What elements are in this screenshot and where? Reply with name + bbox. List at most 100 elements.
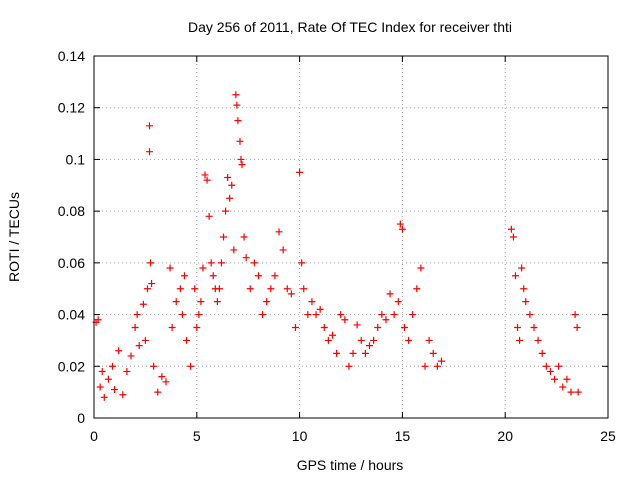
data-point: [516, 336, 524, 344]
data-point: [518, 264, 526, 272]
data-point: [94, 316, 102, 324]
data-point: [571, 311, 579, 319]
data-point: [213, 298, 221, 306]
data-point: [398, 225, 406, 233]
y-tick-label: 0.06: [58, 255, 85, 271]
data-point: [250, 259, 258, 267]
data-point: [197, 298, 205, 306]
data-point: [353, 321, 361, 329]
data-point: [405, 336, 413, 344]
data-point: [357, 336, 365, 344]
data-point: [400, 324, 408, 331]
data-point: [237, 155, 245, 163]
data-point: [119, 391, 127, 399]
data-point: [429, 349, 437, 357]
data-point: [148, 280, 156, 288]
data-point: [100, 393, 108, 401]
data-point: [546, 367, 554, 375]
data-point: [345, 362, 353, 370]
data-point: [308, 298, 316, 306]
data-point: [209, 272, 217, 280]
data-point: [104, 375, 112, 383]
data-point: [298, 259, 306, 267]
y-tick-label: 0.1: [66, 151, 86, 167]
data-point: [135, 342, 143, 350]
data-point: [320, 324, 328, 331]
data-point: [178, 311, 186, 319]
plot-frame: [93, 55, 609, 419]
data-point: [283, 285, 291, 293]
data-point: [328, 331, 336, 339]
data-points: [92, 91, 582, 401]
data-point: [111, 386, 119, 394]
y-tick-label: 0.14: [58, 48, 85, 64]
data-point: [205, 212, 213, 220]
data-point: [425, 336, 433, 344]
data-point: [520, 285, 528, 293]
data-point: [361, 349, 369, 357]
data-point: [127, 352, 135, 360]
data-point: [254, 272, 262, 280]
data-point: [542, 362, 550, 370]
data-point: [413, 285, 421, 293]
data-point: [150, 362, 158, 370]
data-point: [366, 342, 374, 350]
data-point: [507, 225, 515, 233]
data-point: [143, 285, 151, 293]
data-point: [133, 311, 141, 319]
data-point: [300, 285, 308, 293]
data-point: [417, 264, 425, 272]
data-point: [195, 311, 203, 319]
data-point: [263, 298, 271, 306]
data-point: [236, 137, 244, 145]
data-point: [396, 220, 404, 228]
data-point: [296, 168, 304, 176]
data-point: [141, 336, 149, 344]
data-point: [279, 246, 287, 254]
y-tick-label: 0.04: [58, 307, 85, 323]
data-point: [115, 347, 123, 355]
data-point: [172, 298, 180, 306]
data-point: [154, 388, 162, 396]
x-tick-label: 20: [497, 428, 513, 444]
data-point: [242, 254, 250, 262]
data-point: [234, 117, 242, 125]
y-tick-label: 0.02: [58, 358, 85, 374]
data-point: [349, 349, 357, 357]
data-point: [421, 362, 429, 370]
data-point: [526, 311, 534, 319]
data-point: [123, 367, 131, 375]
data-point: [246, 285, 254, 293]
data-point: [193, 324, 201, 331]
data-point: [382, 316, 390, 324]
data-point: [240, 233, 248, 241]
data-point: [187, 362, 195, 370]
data-point: [514, 324, 522, 331]
data-point: [162, 378, 170, 386]
data-point: [374, 324, 382, 331]
data-point: [409, 311, 417, 319]
data-point: [538, 349, 546, 357]
data-point: [267, 285, 275, 293]
data-point: [530, 324, 538, 331]
data-point: [201, 171, 209, 179]
data-point: [228, 181, 236, 189]
data-point: [109, 362, 117, 370]
data-point: [433, 362, 441, 370]
grid-layer: [94, 56, 608, 418]
data-point: [563, 375, 571, 383]
data-point: [324, 336, 332, 344]
data-point: [232, 91, 240, 99]
data-point: [207, 259, 215, 267]
x-tick-label: 10: [292, 428, 308, 444]
y-tick-label: 0.08: [58, 203, 85, 219]
data-point: [176, 285, 184, 293]
data-point: [390, 311, 398, 319]
data-point: [574, 388, 582, 396]
data-point: [555, 362, 563, 370]
data-point: [551, 375, 559, 383]
data-point: [183, 336, 191, 344]
data-point: [559, 383, 567, 391]
data-point: [291, 324, 299, 331]
